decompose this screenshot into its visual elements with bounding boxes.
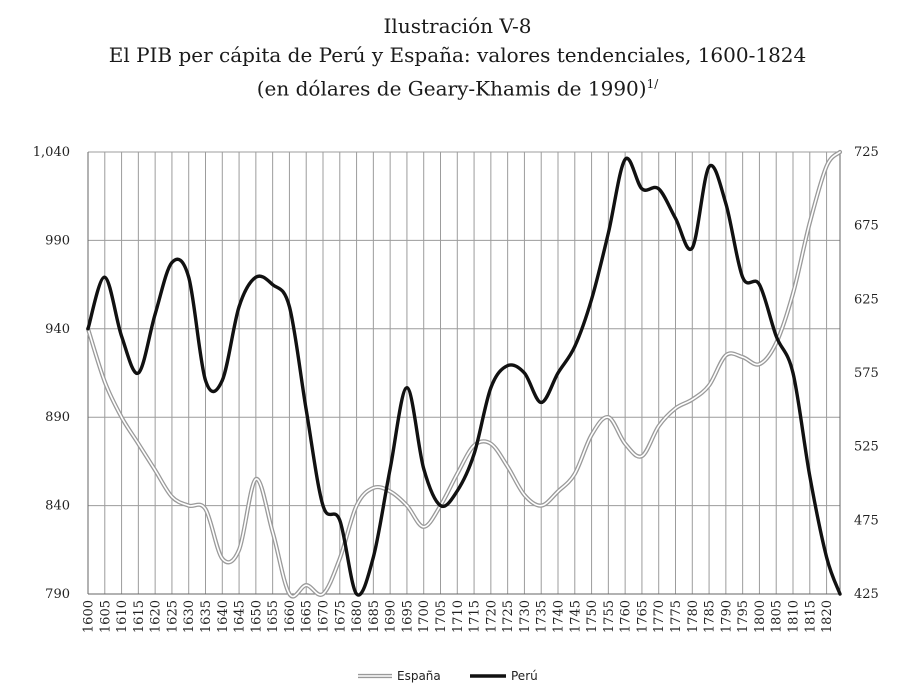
chart-title-block: Ilustración V-8 El PIB per cápita de Per… xyxy=(0,12,915,104)
left-tick-label: 940 xyxy=(45,322,70,337)
x-tick-label: 1675 xyxy=(333,600,348,633)
x-tick-label: 1775 xyxy=(669,600,684,633)
right-tick-label: 625 xyxy=(854,292,879,307)
x-tick-label: 1740 xyxy=(552,600,567,633)
x-tick-label: 1635 xyxy=(199,600,214,633)
x-tick-label: 1720 xyxy=(484,600,499,633)
x-tick-label: 1765 xyxy=(635,600,650,633)
right-tick-label: 575 xyxy=(854,366,879,381)
x-tick-label: 1815 xyxy=(803,600,818,633)
x-tick-label: 1625 xyxy=(165,600,180,633)
right-tick-label: 525 xyxy=(854,440,879,455)
x-tick-label: 1745 xyxy=(568,600,583,633)
legend-label-espana: España xyxy=(397,669,441,683)
x-tick-label: 1600 xyxy=(82,600,97,633)
chart-subtitle-text: (en dólares de Geary-Khamis de 1990) xyxy=(256,76,647,101)
x-tick-label: 1670 xyxy=(317,600,332,633)
x-tick-label: 1690 xyxy=(384,600,399,633)
footnote-mark: 1/ xyxy=(646,77,659,91)
x-tick-label: 1800 xyxy=(753,600,768,633)
chart-subtitle: (en dólares de Geary-Khamis de 1990)1/ xyxy=(0,70,915,104)
x-tick-label: 1725 xyxy=(501,600,516,633)
series-line-peru xyxy=(86,156,842,597)
left-tick-label: 790 xyxy=(45,587,70,602)
left-tick-label: 1,040 xyxy=(33,145,70,160)
x-tick-label: 1615 xyxy=(132,600,147,633)
left-axis-ticks: 1,040 990 940 890 840 790 xyxy=(33,145,70,602)
chart-figure-label: Ilustración V-8 xyxy=(383,14,532,38)
chart-legend: España Perú xyxy=(358,669,538,683)
x-tick-label: 1620 xyxy=(149,600,164,633)
chart-title: El PIB per cápita de Perú y España: valo… xyxy=(108,43,807,67)
x-tick-label: 1805 xyxy=(770,600,785,633)
x-tick-label: 1645 xyxy=(233,600,248,633)
x-tick-label: 1760 xyxy=(619,600,634,633)
x-axis-ticks: 1600 1605 1610 1615 1620 1625 1630 1635 1640 1645… xyxy=(82,600,836,633)
x-tick-label: 1735 xyxy=(535,600,550,633)
x-tick-label: 1665 xyxy=(300,600,315,633)
x-tick-label: 1820 xyxy=(820,600,835,633)
right-tick-label: 675 xyxy=(854,219,879,234)
x-tick-label: 1610 xyxy=(115,600,130,633)
right-tick-label: 725 xyxy=(854,145,879,160)
chart-axes xyxy=(87,152,841,595)
x-tick-label: 1790 xyxy=(719,600,734,633)
x-tick-label: 1650 xyxy=(249,600,264,633)
x-tick-label: 1750 xyxy=(585,600,600,633)
right-tick-label: 425 xyxy=(854,587,879,602)
x-tick-label: 1705 xyxy=(434,600,449,633)
x-tick-label: 1680 xyxy=(350,600,365,633)
x-tick-label: 1780 xyxy=(686,600,701,633)
x-tick-label: 1785 xyxy=(703,600,718,633)
series-line-espana xyxy=(85,149,843,599)
chart-grid xyxy=(87,151,840,595)
left-tick-label: 840 xyxy=(45,499,70,514)
x-tick-label: 1755 xyxy=(602,600,617,633)
left-tick-label: 990 xyxy=(45,233,70,248)
right-tick-label: 475 xyxy=(854,513,879,528)
x-tick-label: 1655 xyxy=(266,600,281,633)
x-tick-label: 1730 xyxy=(518,600,533,633)
x-tick-label: 1630 xyxy=(182,600,197,633)
x-tick-label: 1810 xyxy=(787,600,802,633)
legend-label-peru: Perú xyxy=(511,669,538,683)
series-layer xyxy=(85,149,843,599)
x-tick-label: 1660 xyxy=(283,600,298,633)
left-tick-label: 890 xyxy=(45,410,70,425)
x-tick-label: 1710 xyxy=(451,600,466,633)
x-tick-label: 1640 xyxy=(216,600,231,633)
x-tick-label: 1700 xyxy=(417,600,432,633)
x-tick-label: 1715 xyxy=(468,600,483,633)
x-tick-label: 1685 xyxy=(367,600,382,633)
x-tick-label: 1605 xyxy=(98,600,113,633)
x-tick-label: 1795 xyxy=(736,600,751,633)
x-tick-label: 1770 xyxy=(652,600,667,633)
x-tick-label: 1695 xyxy=(400,600,415,633)
right-axis-ticks: 725 675 625 575 525 475 425 xyxy=(854,145,879,602)
series-line-espana-inner xyxy=(87,151,841,598)
